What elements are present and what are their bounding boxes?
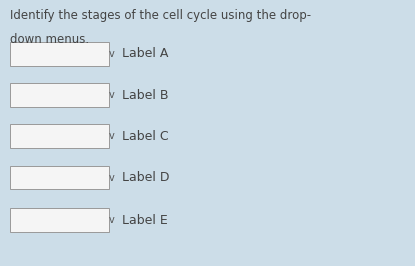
Text: Label E: Label E [122,214,168,227]
Text: v: v [109,215,115,225]
Text: Identify the stages of the cell cycle using the drop-: Identify the stages of the cell cycle us… [10,9,312,22]
Text: down menus.: down menus. [10,33,90,46]
FancyBboxPatch shape [10,208,109,232]
Text: v: v [109,90,115,100]
Text: v: v [109,131,115,141]
FancyBboxPatch shape [10,83,109,107]
Text: v: v [109,173,115,182]
Text: Label D: Label D [122,171,170,184]
FancyBboxPatch shape [10,42,109,66]
FancyBboxPatch shape [10,166,109,189]
Text: Label C: Label C [122,130,169,143]
Text: Label A: Label A [122,47,169,60]
FancyBboxPatch shape [10,124,109,148]
Text: Label B: Label B [122,89,169,102]
Text: v: v [109,49,115,59]
